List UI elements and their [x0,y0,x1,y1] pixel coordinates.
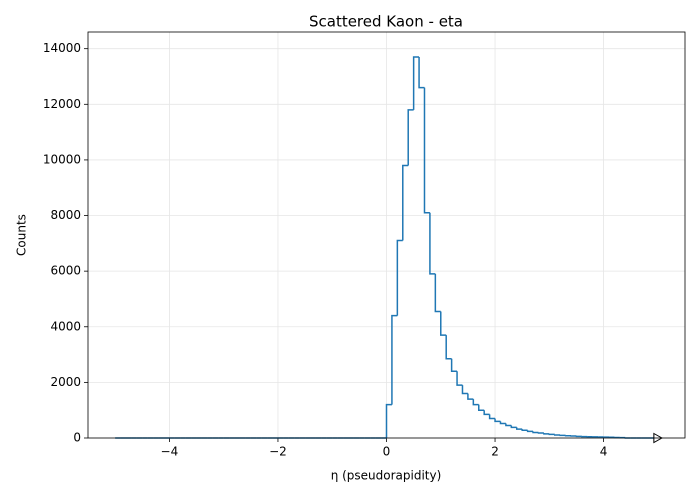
histogram-step [467,393,474,400]
y-tick-label: 14000 [43,41,81,55]
histogram-step [472,399,479,406]
x-tick-label: 2 [491,445,499,459]
histogram-step [423,87,430,214]
histogram-step [440,311,447,336]
histogram-step [402,164,409,241]
histogram-step [505,423,512,427]
histogram-step [412,56,420,110]
x-tick-label: −4 [161,445,179,459]
histogram-step [543,432,550,435]
histogram-step [516,427,523,430]
plot-frame [87,31,686,439]
histogram-step [548,433,555,436]
histogram-step [445,335,452,360]
x-tick-label: −2 [269,445,287,459]
histogram-step [532,431,539,434]
histogram-step [499,421,506,425]
histogram-step [418,57,425,89]
histogram-step [429,212,436,275]
histogram-step [510,425,517,429]
y-tick-label: 4000 [50,319,81,333]
histogram-step [537,432,544,434]
histogram-step [526,430,534,433]
histogram-step [553,434,561,436]
histogram-step [456,371,463,386]
histogram-step [521,429,528,431]
histogram-step [494,418,501,423]
histogram-step [385,403,392,438]
histogram-step [478,404,485,411]
y-tick-label: 6000 [50,264,81,278]
y-tick-label: 12000 [43,97,81,111]
y-tick-label: 0 [73,431,81,445]
histogram-step [488,414,496,420]
histogram-step [391,314,398,405]
histogram-step [483,410,490,416]
histogram-step [461,385,468,395]
histogram-step [434,273,441,313]
y-tick-label: 8000 [50,208,81,222]
y-axis-label: Counts [15,214,29,256]
x-tick-label: 0 [383,445,391,459]
histogram-step [396,239,403,316]
x-tick-label: 4 [600,445,608,459]
x-axis-label: η (pseudorapidity) [331,469,442,483]
y-tick-label: 10000 [43,152,81,166]
chart-title: Scattered Kaon - eta [309,13,463,31]
histogram-step [450,358,458,373]
y-tick-label: 2000 [50,375,81,389]
histogram-step [407,109,414,166]
